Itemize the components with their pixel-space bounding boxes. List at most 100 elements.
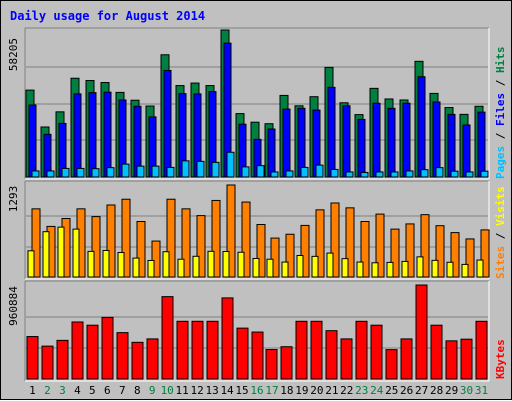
- sites-bar: [166, 198, 176, 278]
- day-tick-label: 4: [74, 384, 81, 397]
- sites-bar: [465, 238, 475, 278]
- day-tick-label: 8: [134, 384, 141, 397]
- files-bar: [103, 91, 112, 178]
- files-bar: [357, 118, 366, 178]
- legend-entry: /: [494, 126, 507, 146]
- sites-bar: [181, 208, 191, 278]
- kbytes-bar: [206, 320, 219, 380]
- pages-bar: [465, 171, 474, 178]
- day-tick-label: 7: [119, 384, 126, 397]
- day-tick-label: 21: [325, 384, 338, 397]
- pages-bar: [285, 170, 294, 178]
- visits-bar: [42, 231, 50, 278]
- kbytes-bar: [236, 327, 249, 380]
- kbytes-bar: [340, 338, 353, 380]
- visits-bar: [207, 250, 215, 278]
- kbytes-bar: [325, 330, 338, 380]
- visits-bar: [252, 258, 260, 278]
- pages-bar: [360, 171, 369, 178]
- sites-bar: [315, 209, 325, 278]
- kbytes-bar: [385, 349, 398, 380]
- kbytes-bar: [355, 320, 368, 380]
- sites-bar: [405, 223, 415, 278]
- kbytes-bar: [176, 320, 189, 380]
- day-tick-label: 13: [205, 384, 218, 397]
- day-tick-label: 31: [475, 384, 488, 397]
- visits-bar: [311, 255, 319, 278]
- sites-bar: [270, 237, 280, 278]
- legend-entry: Visits: [494, 186, 507, 226]
- files-bar: [267, 128, 276, 178]
- visits-bar: [222, 251, 230, 278]
- visits-bar: [72, 228, 80, 278]
- files-bar: [372, 102, 381, 178]
- pages-bar: [106, 167, 115, 178]
- hits-legend: Pages / Files / Hits: [494, 47, 507, 180]
- kbytes-max-label: 960884: [7, 286, 20, 326]
- files-bar: [432, 101, 441, 178]
- day-tick-label: 6: [104, 384, 111, 397]
- files-bar: [28, 104, 37, 178]
- sites-bar: [211, 199, 221, 278]
- visits-bar: [27, 250, 35, 278]
- sites-bar: [375, 213, 385, 278]
- sites-bar: [420, 214, 430, 278]
- day-tick-label: 25: [385, 384, 398, 397]
- kbytes-bar: [56, 339, 69, 380]
- sites-bar: [450, 232, 460, 278]
- sites-bar: [121, 198, 131, 278]
- visits-bar: [416, 256, 424, 278]
- visits-bar: [132, 257, 140, 278]
- day-tick-label: 5: [89, 384, 96, 397]
- visits-bar: [401, 260, 409, 278]
- kbytes-bar: [445, 340, 458, 380]
- kbytes-bar: [251, 331, 264, 380]
- visits-bar: [177, 258, 185, 278]
- visits-bar: [326, 252, 334, 278]
- pages-bar: [256, 165, 265, 178]
- pages-bar: [121, 163, 130, 178]
- visits-bar: [162, 251, 170, 278]
- legend-entry: KBytes: [494, 339, 507, 379]
- visits-bar: [87, 250, 95, 278]
- kbytes-bar: [280, 346, 293, 380]
- sites-bar: [256, 223, 266, 278]
- pages-bar: [91, 168, 100, 178]
- pages-bar: [241, 166, 250, 178]
- pages-bar: [330, 168, 339, 178]
- pages-bar: [390, 171, 399, 178]
- chart-title: Daily usage for August 2014: [10, 9, 206, 23]
- visits-bar: [237, 251, 245, 278]
- day-tick-label: 29: [445, 384, 458, 397]
- legend-entry: Files: [494, 93, 507, 126]
- visits-bar: [102, 249, 110, 278]
- pages-bar: [196, 160, 205, 178]
- sites-bar: [151, 240, 161, 278]
- legend-entry: Sites: [494, 246, 507, 279]
- sites-bar: [345, 207, 355, 278]
- day-tick-label: 3: [59, 384, 66, 397]
- day-tick-label: 16: [250, 384, 263, 397]
- day-tick-label: 18: [280, 384, 293, 397]
- kbytes-bar: [86, 324, 99, 380]
- pages-bar: [136, 165, 145, 178]
- hits-max-label: 58205: [7, 38, 20, 71]
- files-bar: [462, 124, 471, 178]
- day-tick-label: 28: [430, 384, 443, 397]
- pages-bar: [181, 160, 190, 178]
- kbytes-legend: KBytes: [494, 339, 507, 379]
- pages-bar: [345, 171, 354, 178]
- pages-bar: [31, 170, 40, 178]
- kbytes-bar: [161, 296, 174, 380]
- visits-bar: [386, 261, 394, 278]
- visits-bar: [147, 259, 155, 278]
- files-bar: [447, 113, 456, 178]
- sites-bar: [330, 202, 340, 278]
- sites-bar: [300, 224, 310, 278]
- files-bar: [387, 107, 396, 178]
- day-tick-label: 10: [161, 384, 174, 397]
- kbytes-bar: [415, 284, 428, 380]
- visits-bar: [356, 261, 364, 278]
- pages-bar: [450, 170, 459, 178]
